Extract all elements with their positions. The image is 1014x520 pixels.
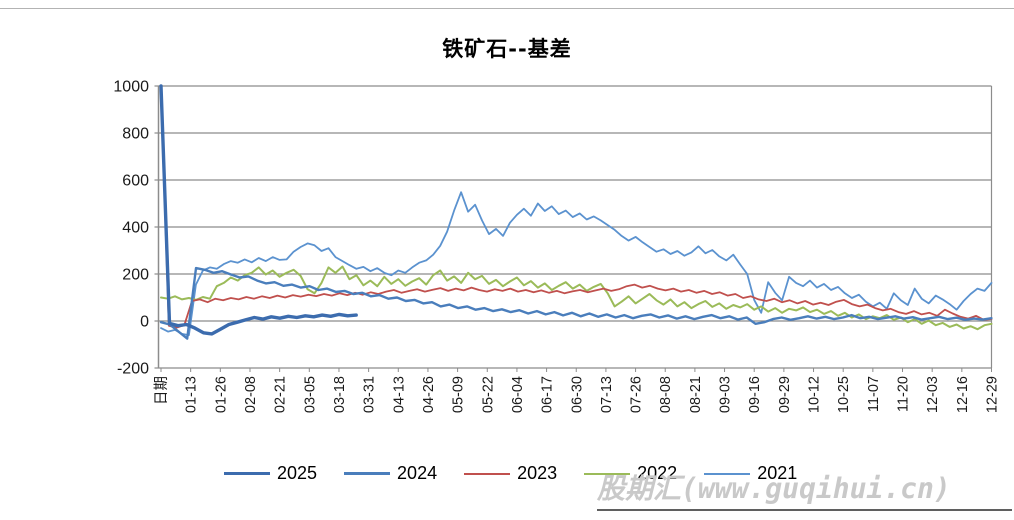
legend-item-2023: 2023 — [464, 463, 557, 484]
x-tick-label: 07-13 — [599, 376, 615, 413]
x-tick-label: 02-08 — [243, 376, 259, 413]
x-tick-label: 12-03 — [925, 376, 941, 413]
x-tick-label: 11-07 — [866, 376, 882, 412]
y-tick-label: -200 — [117, 361, 149, 378]
chart-title: 铁矿石--基差 — [442, 37, 572, 61]
legend-swatch-2022 — [584, 472, 631, 475]
x-tick-label: 01-13 — [184, 376, 200, 413]
legend-swatch-2021 — [704, 472, 751, 475]
x-tick-label: 09-16 — [747, 376, 763, 413]
x-tick-label: 09-29 — [777, 376, 793, 413]
series-line-2022 — [160, 265, 993, 331]
x-tick-label: 08-21 — [688, 376, 704, 413]
series-line-2024 — [159, 266, 993, 340]
series-line-2025 — [159, 84, 358, 336]
legend-item-2022: 2022 — [584, 463, 677, 484]
watermark-text: 股期汇(www.guqihui.cn) — [597, 472, 951, 505]
x-tick-label: 03-31 — [362, 376, 378, 413]
top-divider — [0, 8, 1014, 9]
legend-swatch-2024 — [344, 472, 391, 475]
y-tick-label: 600 — [122, 173, 149, 190]
y-tick-label: 200 — [122, 267, 149, 284]
y-tick-label: 1000 — [113, 79, 149, 96]
y-tick-label: 0 — [140, 314, 149, 331]
x-tick-label: 12-29 — [985, 376, 1001, 413]
x-tick-label: 04-26 — [421, 376, 437, 413]
x-tick-label: 12-16 — [955, 376, 971, 413]
x-tick-label: 02-21 — [273, 376, 289, 413]
x-tick-label: 03-18 — [332, 376, 348, 413]
series-line-2021 — [160, 191, 993, 337]
legend-label-2021: 2021 — [757, 463, 798, 483]
x-tick-label: 11-20 — [896, 376, 912, 412]
x-tick-label: 01-26 — [213, 376, 229, 413]
legend-swatch-2025 — [224, 471, 270, 476]
x-tick-label: 05-09 — [451, 376, 467, 413]
legend-item-2025: 2025 — [224, 463, 317, 484]
y-tick-label: 800 — [122, 126, 149, 143]
legend-label-2022: 2022 — [637, 463, 678, 483]
x-tick-label: 08-08 — [658, 376, 674, 413]
legend-label-2025: 2025 — [277, 463, 318, 483]
legend-swatch-2023 — [464, 472, 511, 475]
legend-label-2024: 2024 — [397, 463, 438, 483]
legend-label-2023: 2023 — [517, 463, 558, 483]
x-tick-label: 日期 — [153, 376, 170, 405]
x-tick-label: 06-04 — [510, 376, 526, 413]
x-tick-label: 06-30 — [569, 376, 585, 413]
watermark-underline — [597, 509, 1012, 511]
series-line-2023 — [160, 85, 993, 329]
y-tick-label: 400 — [122, 220, 149, 237]
x-tick-label: 03-05 — [302, 376, 318, 413]
x-tick-label: 05-22 — [480, 376, 496, 413]
x-tick-label: 09-03 — [718, 376, 734, 413]
x-tick-label: 10-12 — [807, 376, 823, 413]
x-tick-label: 10-25 — [836, 376, 852, 413]
x-tick-label: 04-13 — [391, 376, 407, 413]
chart-legend: 2025 2024 2023 2022 2021 — [224, 463, 824, 484]
legend-item-2024: 2024 — [344, 463, 437, 484]
legend-item-2021: 2021 — [704, 463, 797, 484]
x-tick-label: 07-26 — [629, 376, 645, 413]
x-tick-label: 06-17 — [540, 376, 556, 413]
